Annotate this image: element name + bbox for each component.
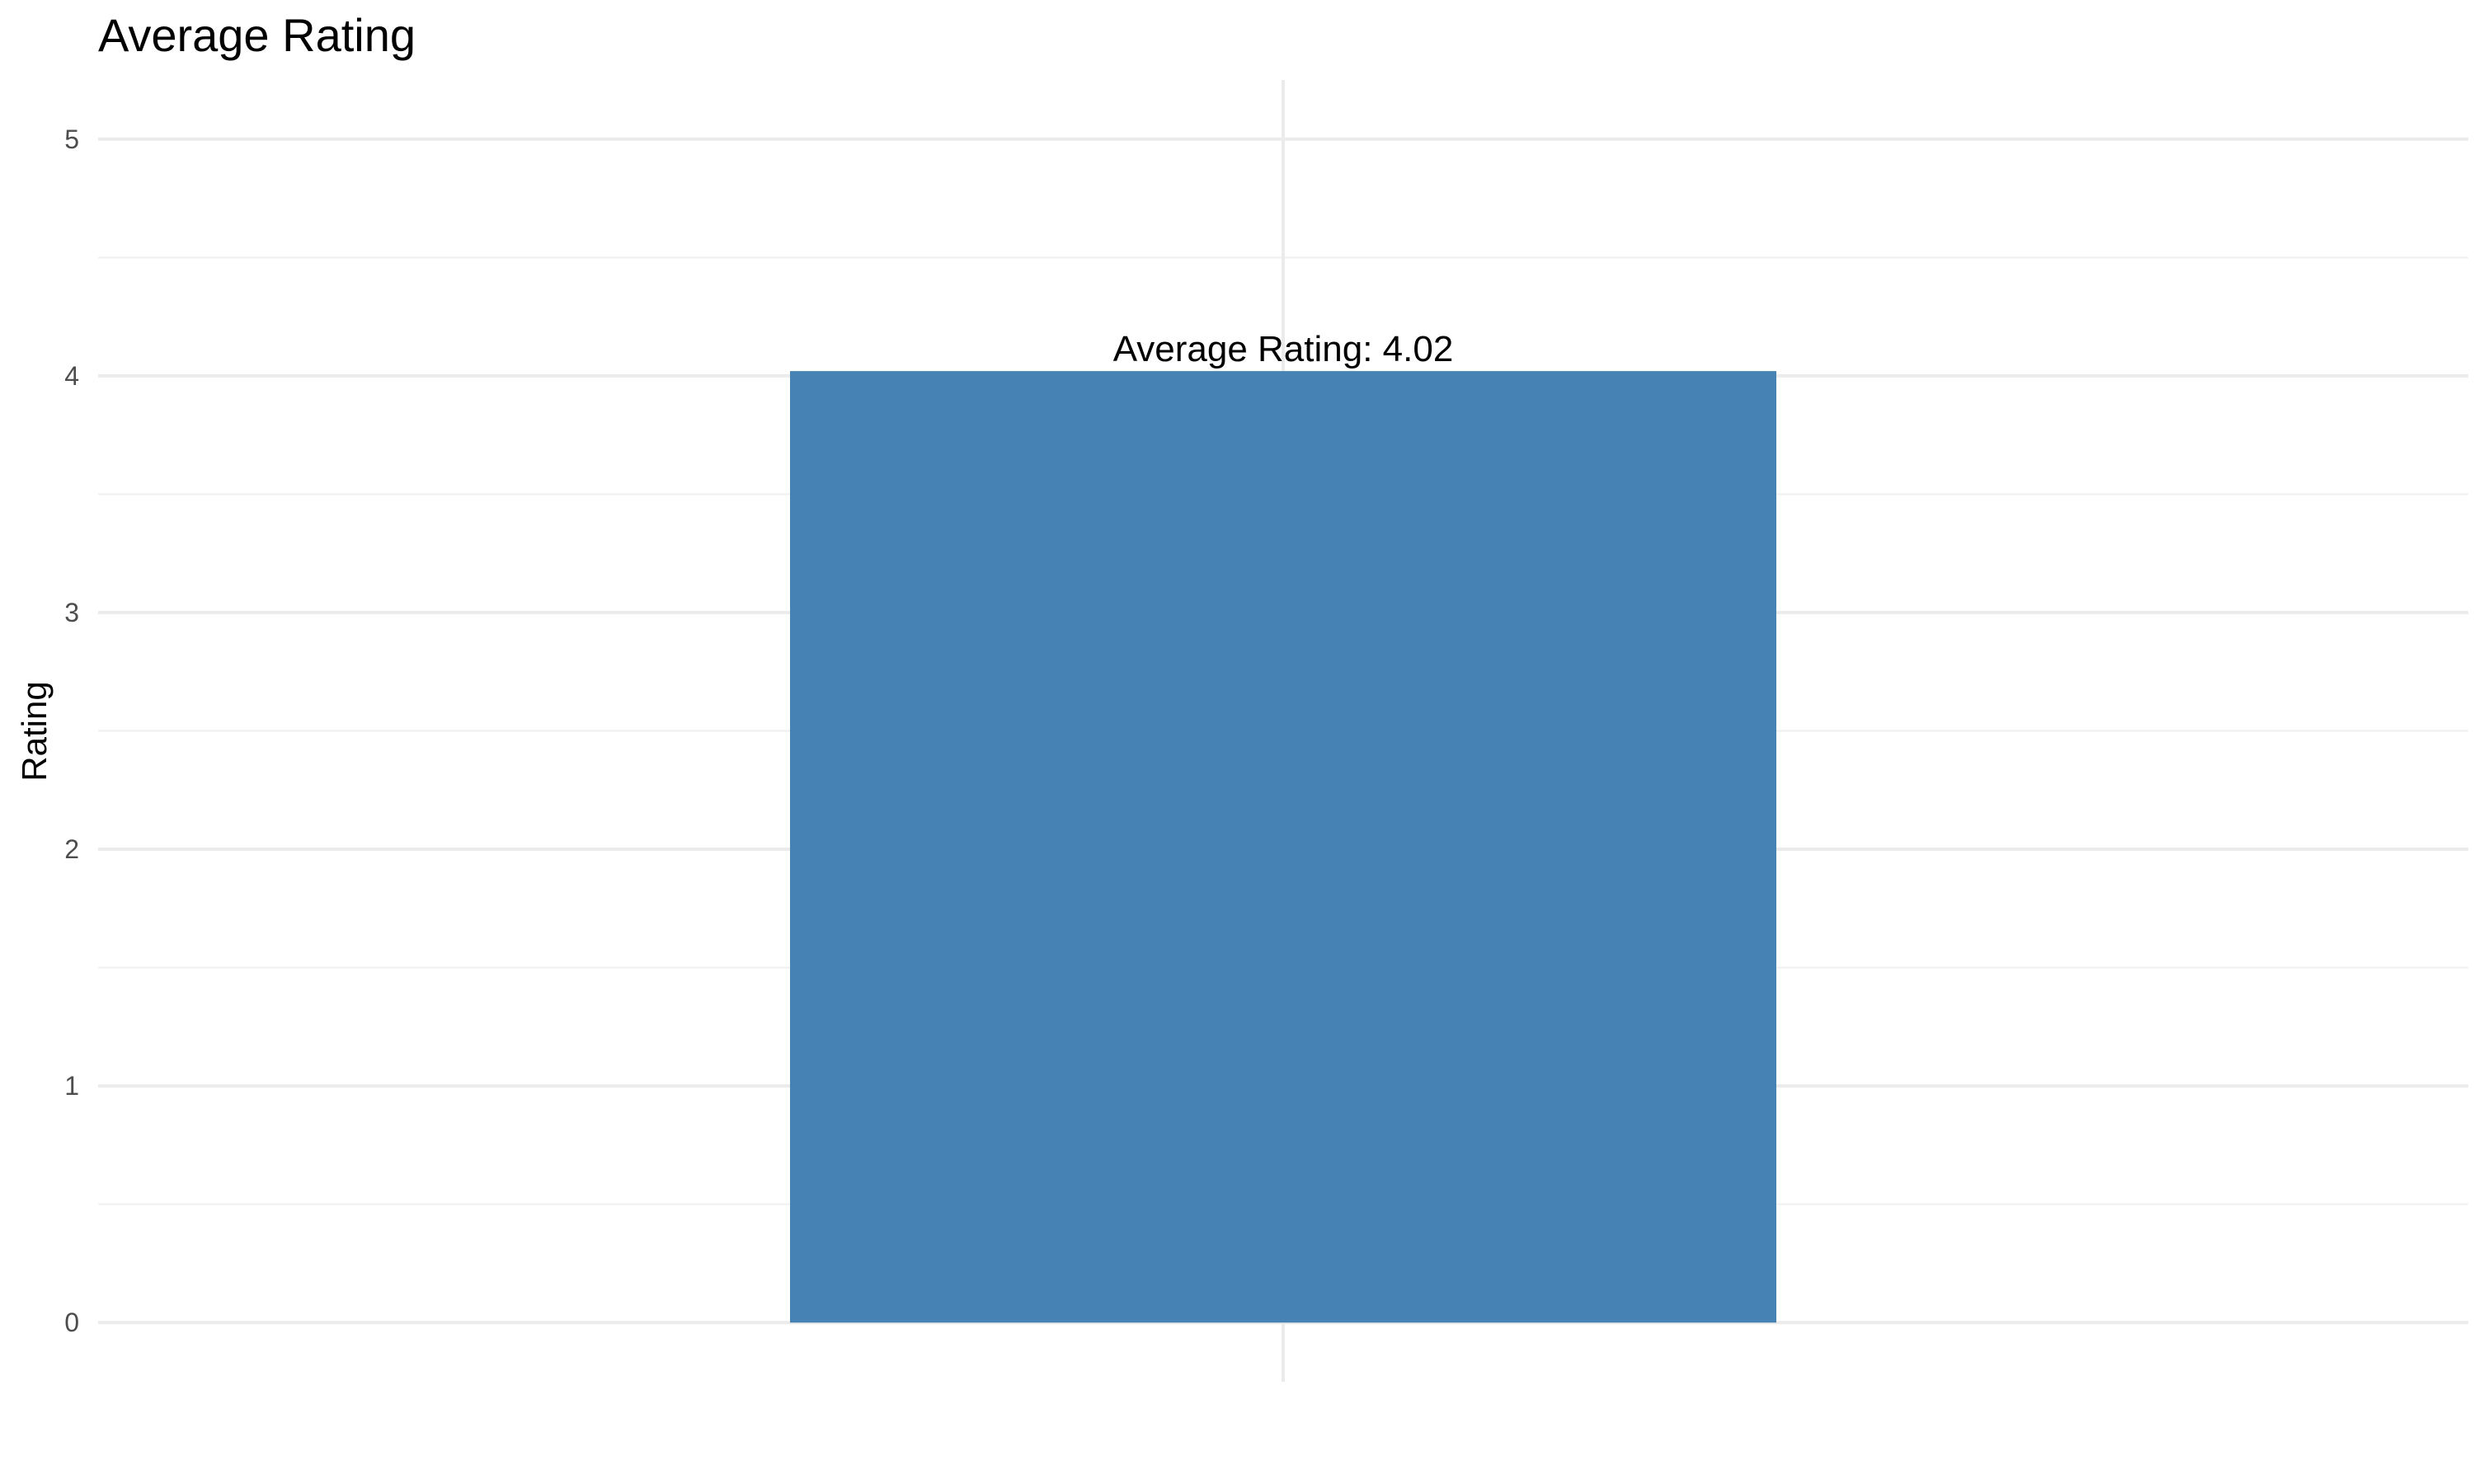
y-tick-label: 1: [64, 1071, 79, 1101]
bars: [790, 371, 1776, 1323]
y-tick-label: 4: [64, 361, 79, 391]
y-axis-title: Rating: [15, 681, 54, 781]
chart-title: Average Rating: [98, 9, 416, 61]
y-tick-label: 0: [64, 1308, 79, 1337]
y-axis-ticks: 0 1 2 3 4 5: [64, 124, 79, 1337]
bar-data-label: Average Rating: 4.02: [1113, 329, 1454, 369]
bar-average-rating: [790, 371, 1776, 1323]
y-tick-label: 5: [64, 124, 79, 154]
y-tick-label: 3: [64, 598, 79, 627]
data-labels: Average Rating: 4.02: [1113, 329, 1454, 369]
y-tick-label: 2: [64, 834, 79, 864]
